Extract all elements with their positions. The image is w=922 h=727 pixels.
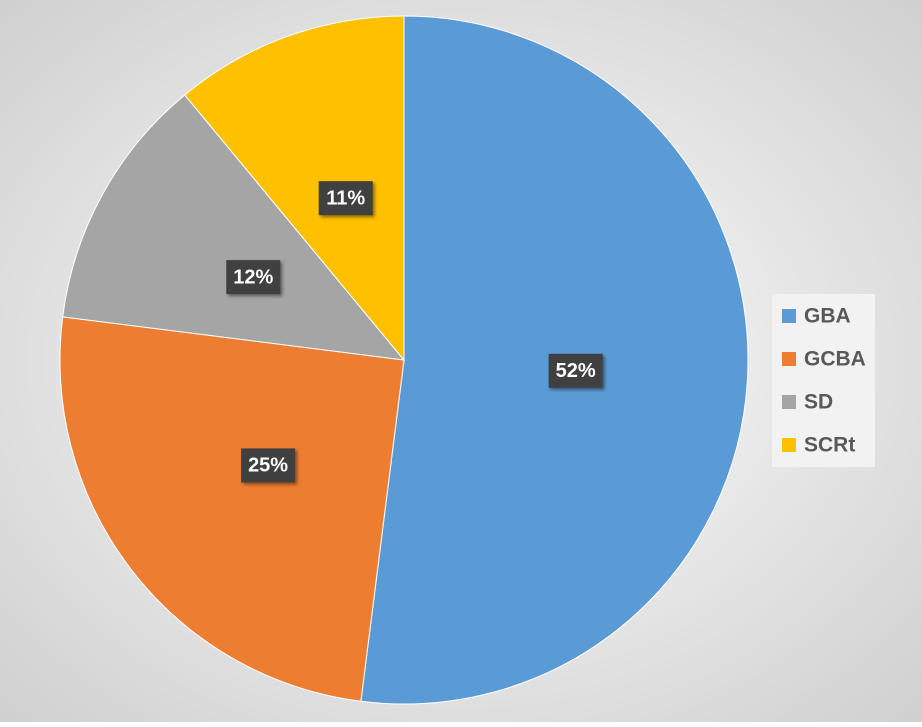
legend-swatch: [782, 395, 796, 409]
legend-swatch: [782, 352, 796, 366]
data-label: 25%: [248, 455, 288, 477]
legend-label: GCBA: [804, 348, 866, 371]
pie-slice: [62, 94, 406, 361]
data-label: 11%: [326, 187, 365, 209]
legend-label: GBA: [804, 305, 851, 328]
legend-swatch: [782, 438, 796, 452]
legend-label: SD: [804, 391, 833, 414]
pie-slice: [59, 316, 405, 702]
legend-swatch: [782, 309, 796, 323]
data-label-box: [226, 260, 281, 295]
data-label: 12%: [233, 266, 273, 288]
data-label: 52%: [556, 360, 596, 382]
data-label-box: [241, 448, 296, 483]
data-label-box: [548, 353, 603, 388]
pie-slice: [184, 15, 405, 362]
data-label-box: [318, 181, 373, 216]
legend-label: SCRt: [804, 434, 855, 457]
